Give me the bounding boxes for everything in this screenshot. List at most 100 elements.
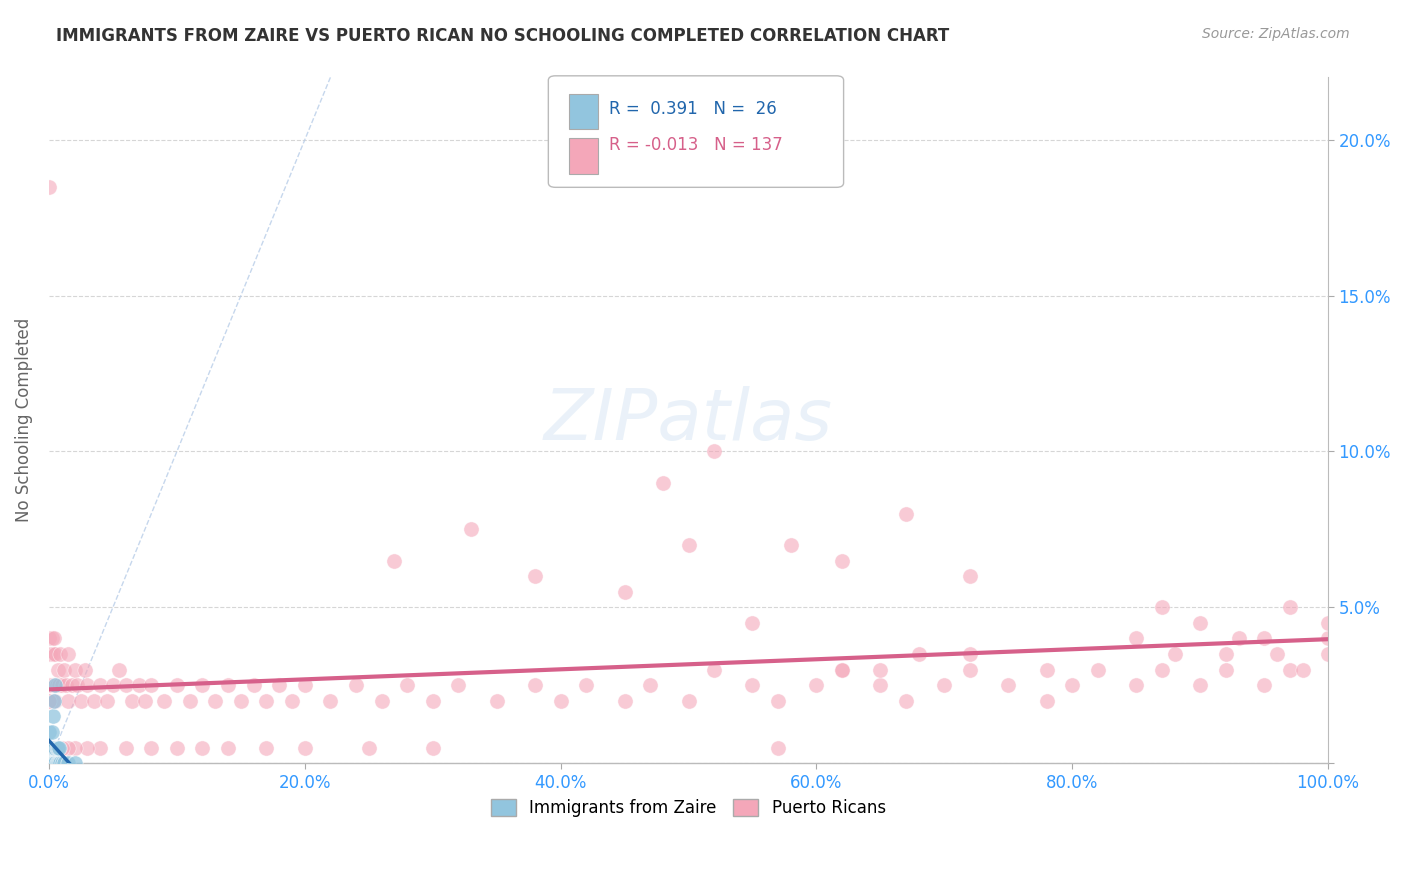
- Point: [1125, 632, 1147, 646]
- Point: [38, 678, 60, 692]
- Point: [831, 663, 853, 677]
- Point: [460, 522, 482, 536]
- Point: [39, 647, 62, 661]
- Point: [44, 740, 66, 755]
- Point: [48, 740, 70, 755]
- Point: [1189, 615, 1212, 630]
- Point: [1035, 694, 1057, 708]
- Point: [46, 756, 69, 771]
- Point: [38, 740, 60, 755]
- Point: [1087, 663, 1109, 677]
- Point: [45, 756, 67, 771]
- Point: [153, 694, 176, 708]
- Point: [63, 756, 86, 771]
- Point: [108, 663, 131, 677]
- Point: [254, 740, 277, 755]
- Point: [42, 740, 65, 755]
- Point: [38, 632, 60, 646]
- Point: [370, 694, 392, 708]
- Point: [678, 694, 700, 708]
- Point: [44, 740, 66, 755]
- Point: [281, 694, 304, 708]
- Point: [96, 694, 118, 708]
- Point: [1215, 663, 1237, 677]
- Point: [766, 694, 789, 708]
- Point: [382, 553, 405, 567]
- Point: [41, 740, 63, 755]
- Point: [41, 678, 63, 692]
- Point: [49, 756, 72, 771]
- Text: R = -0.013   N = 137: R = -0.013 N = 137: [609, 136, 783, 153]
- Point: [959, 647, 981, 661]
- Point: [141, 740, 163, 755]
- Point: [1163, 647, 1185, 661]
- Point: [63, 663, 86, 677]
- Text: Source: ZipAtlas.com: Source: ZipAtlas.com: [1202, 27, 1350, 41]
- Point: [997, 678, 1019, 692]
- Point: [779, 538, 801, 552]
- Point: [1291, 663, 1313, 677]
- Point: [831, 553, 853, 567]
- Point: [894, 694, 917, 708]
- Point: [56, 647, 79, 661]
- Point: [83, 694, 105, 708]
- Point: [1227, 632, 1250, 646]
- Point: [1150, 600, 1173, 615]
- Point: [741, 678, 763, 692]
- Point: [1150, 663, 1173, 677]
- Point: [66, 678, 89, 692]
- Point: [422, 740, 444, 755]
- Point: [652, 475, 675, 490]
- Point: [1278, 600, 1301, 615]
- Point: [48, 678, 70, 692]
- Legend: Immigrants from Zaire, Puerto Ricans: Immigrants from Zaire, Puerto Ricans: [485, 792, 893, 823]
- Point: [524, 569, 547, 583]
- Point: [1317, 615, 1340, 630]
- Point: [1253, 632, 1275, 646]
- Y-axis label: No Schooling Completed: No Schooling Completed: [15, 318, 32, 523]
- Point: [41, 756, 63, 771]
- Point: [51, 678, 73, 692]
- Point: [42, 756, 65, 771]
- Point: [613, 694, 636, 708]
- Point: [121, 694, 143, 708]
- Point: [294, 740, 316, 755]
- Point: [42, 694, 65, 708]
- Point: [191, 740, 214, 755]
- Point: [166, 678, 188, 692]
- Point: [70, 694, 93, 708]
- Point: [44, 756, 66, 771]
- Point: [1125, 678, 1147, 692]
- Point: [869, 678, 891, 692]
- Point: [269, 678, 291, 692]
- Point: [101, 678, 124, 692]
- Point: [38, 756, 60, 771]
- Point: [166, 740, 188, 755]
- Point: [89, 678, 111, 692]
- Point: [934, 678, 956, 692]
- Point: [53, 756, 76, 771]
- Point: [396, 678, 419, 692]
- Point: [114, 678, 136, 692]
- Point: [357, 740, 380, 755]
- Point: [1253, 678, 1275, 692]
- Point: [38, 694, 60, 708]
- Point: [46, 663, 69, 677]
- Point: [217, 678, 239, 692]
- Point: [1062, 678, 1084, 692]
- Point: [422, 694, 444, 708]
- Point: [56, 740, 79, 755]
- Point: [76, 740, 98, 755]
- Point: [41, 632, 63, 646]
- Point: [294, 678, 316, 692]
- Text: IMMIGRANTS FROM ZAIRE VS PUERTO RICAN NO SCHOOLING COMPLETED CORRELATION CHART: IMMIGRANTS FROM ZAIRE VS PUERTO RICAN NO…: [56, 27, 949, 45]
- Point: [703, 663, 725, 677]
- Text: R =  0.391   N =  26: R = 0.391 N = 26: [609, 100, 776, 118]
- Point: [447, 678, 470, 692]
- Point: [44, 678, 66, 692]
- Point: [89, 740, 111, 755]
- Point: [45, 678, 67, 692]
- Point: [1265, 647, 1288, 661]
- Point: [46, 740, 69, 755]
- Point: [1189, 678, 1212, 692]
